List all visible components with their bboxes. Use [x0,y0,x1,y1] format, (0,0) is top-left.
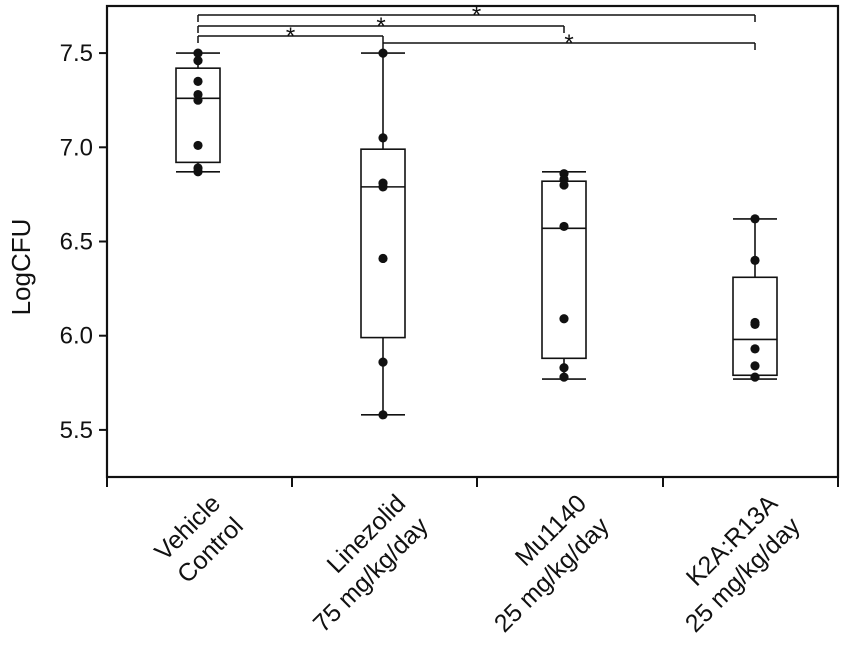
significance-star: * [376,13,385,40]
significance-bracket: * [197,13,565,40]
data-point [193,167,203,177]
data-point [750,344,760,354]
data-point [193,95,203,105]
data-point [750,319,760,329]
data-point [378,133,388,143]
data-point [378,410,388,420]
significance-star: * [286,23,295,50]
data-point [378,357,388,367]
data-point [559,363,569,373]
y-tick-label: 6.0 [60,323,93,350]
y-tick-label: 7.0 [60,134,93,161]
data-point [559,314,569,324]
box-iqr [541,180,587,360]
data-point [750,361,760,371]
significance-bracket: * [197,23,384,50]
data-points [193,48,760,420]
data-point [559,180,569,190]
axes: 5.5 6.0 6.5 7.0 7.5 [60,4,840,487]
box-iqr [360,148,406,339]
significance-brackets: * * * * [197,2,756,57]
y-tick-label: 5.5 [60,417,93,444]
box-group [732,218,778,380]
data-point [193,48,203,58]
data-point [378,253,388,264]
significance-bracket: * [382,30,756,57]
significance-star: * [564,30,573,57]
data-point [750,255,760,265]
data-point [193,56,203,66]
y-axis-title: LogCFU [6,219,36,316]
data-point [378,182,388,192]
data-point [559,221,569,232]
y-tick-label: 6.5 [60,229,93,256]
box-group [175,52,221,173]
boxes [175,52,778,416]
y-tick-label: 7.5 [60,40,93,67]
data-point [750,214,760,224]
data-point [193,76,203,86]
data-point [193,140,203,151]
significance-star: * [472,2,481,29]
significance-bracket: * [197,2,756,29]
box-group [541,170,587,380]
data-point [750,372,760,382]
data-point [378,48,388,58]
data-point [559,372,569,382]
